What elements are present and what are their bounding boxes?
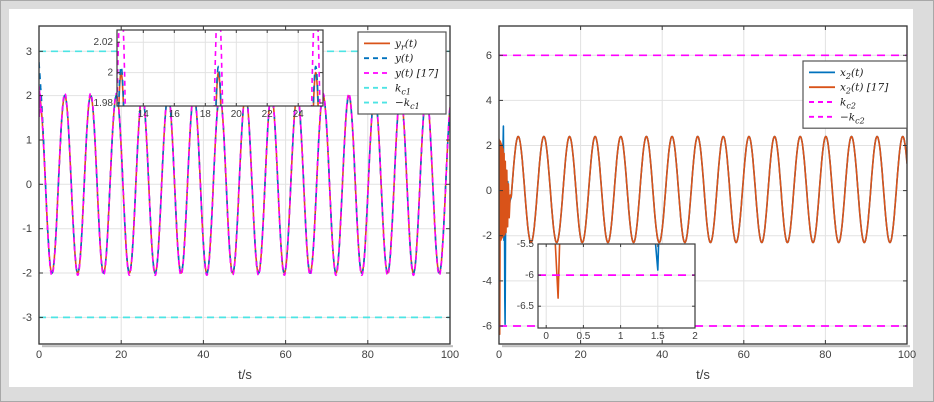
right-ytick-label: -2 [482, 230, 492, 242]
left-inset-ytick-label: 1.98 [94, 98, 114, 109]
left-legend-label-yr: yr(t) [394, 38, 417, 52]
left-xtick-label: 60 [279, 349, 291, 361]
left-ytick-label: 2 [26, 90, 32, 102]
right-ytick-label: -4 [482, 275, 492, 287]
right-inset-xtick-label: 0.5 [576, 331, 590, 342]
left-series-y17 [39, 86, 450, 277]
left-inset-ytick-label: 2.02 [94, 37, 114, 48]
left-legend-label-kc1: kc1 [395, 82, 411, 96]
left-legend-label-mkc1: −kc1 [395, 97, 420, 111]
left-plot-xlabel: t/s [238, 367, 252, 382]
left-inset-series-group [117, 30, 321, 106]
right-inset-ytick-label: -6.5 [517, 301, 535, 312]
left-inset-box [116, 29, 324, 107]
right-inset-xtick-label: 2 [692, 331, 698, 342]
left-xtick-label: 40 [197, 349, 209, 361]
left-inset-xtick-label: 16 [169, 109, 181, 120]
right-xtick-label: 100 [898, 349, 916, 361]
left-inset-ytick-label: 2 [107, 68, 113, 79]
right-inset-series-group [538, 244, 695, 299]
right-ytick-label: -6 [482, 321, 492, 333]
left-inset-xtick-label: 14 [138, 109, 150, 120]
left-ytick-label: 0 [26, 179, 32, 191]
right-legend-label-x217: x2(t) [17] [840, 82, 889, 96]
left-ytick-label: 3 [26, 46, 32, 58]
left-xtick-label: 0 [36, 349, 42, 361]
right-inset-box [537, 243, 696, 329]
right-xtick-label: 60 [738, 349, 750, 361]
left-legend-box [357, 31, 447, 115]
right-inset-xtick-label: 0 [543, 331, 549, 342]
left-axis-shadow [42, 345, 453, 348]
right-inset-xtick-label: 1 [618, 331, 624, 342]
right-xtick-label: 40 [656, 349, 668, 361]
left-xtick-label: 80 [362, 349, 374, 361]
right-ytick-label: 0 [486, 185, 492, 197]
right-ytick-label: 2 [486, 140, 492, 152]
right-xtick-label: 0 [496, 349, 502, 361]
left-axis-box [38, 25, 451, 345]
left-inset-xtick-label: 24 [293, 109, 305, 120]
left-ytick-label: -3 [22, 312, 32, 324]
right-legend-label-kc2: kc2 [840, 97, 856, 111]
left-inset-xtick-label: 22 [262, 109, 274, 120]
left-inset-series-yr [117, 71, 319, 106]
left-legend-label-y: y(t) [394, 53, 413, 65]
left-ytick-label: -2 [22, 268, 32, 280]
right-plot-xlabel: t/s [696, 367, 710, 382]
right-xtick-label: 80 [819, 349, 831, 361]
left-inset-xtick-label: 20 [231, 109, 243, 120]
right-inset-bg [538, 244, 695, 328]
right-ytick-label: 4 [486, 95, 492, 107]
left-inset-xtick-label: 18 [200, 109, 212, 120]
left-ytick-label: -1 [22, 223, 32, 235]
left-legend-label-y17: y(t) [17] [394, 68, 439, 80]
right-inset-ytick-label: -5.5 [517, 239, 535, 250]
right-series-x217 [499, 135, 907, 336]
right-axis-box [498, 25, 908, 345]
right-series-group [499, 54, 907, 336]
right-axis-shadow [502, 345, 910, 348]
right-inset-xtick-label: 1.5 [651, 331, 665, 342]
left-xtick-label: 100 [441, 349, 459, 361]
right-legend-label-mkc2: −kc2 [840, 111, 865, 125]
right-xtick-label: 20 [574, 349, 586, 361]
left-ytick-label: 1 [26, 135, 32, 147]
right-inset-ytick-label: -6 [525, 270, 534, 281]
right-ytick-label: 6 [486, 50, 492, 62]
left-xtick-label: 20 [115, 349, 127, 361]
right-legend-label-x2: x2(t) [840, 67, 863, 81]
